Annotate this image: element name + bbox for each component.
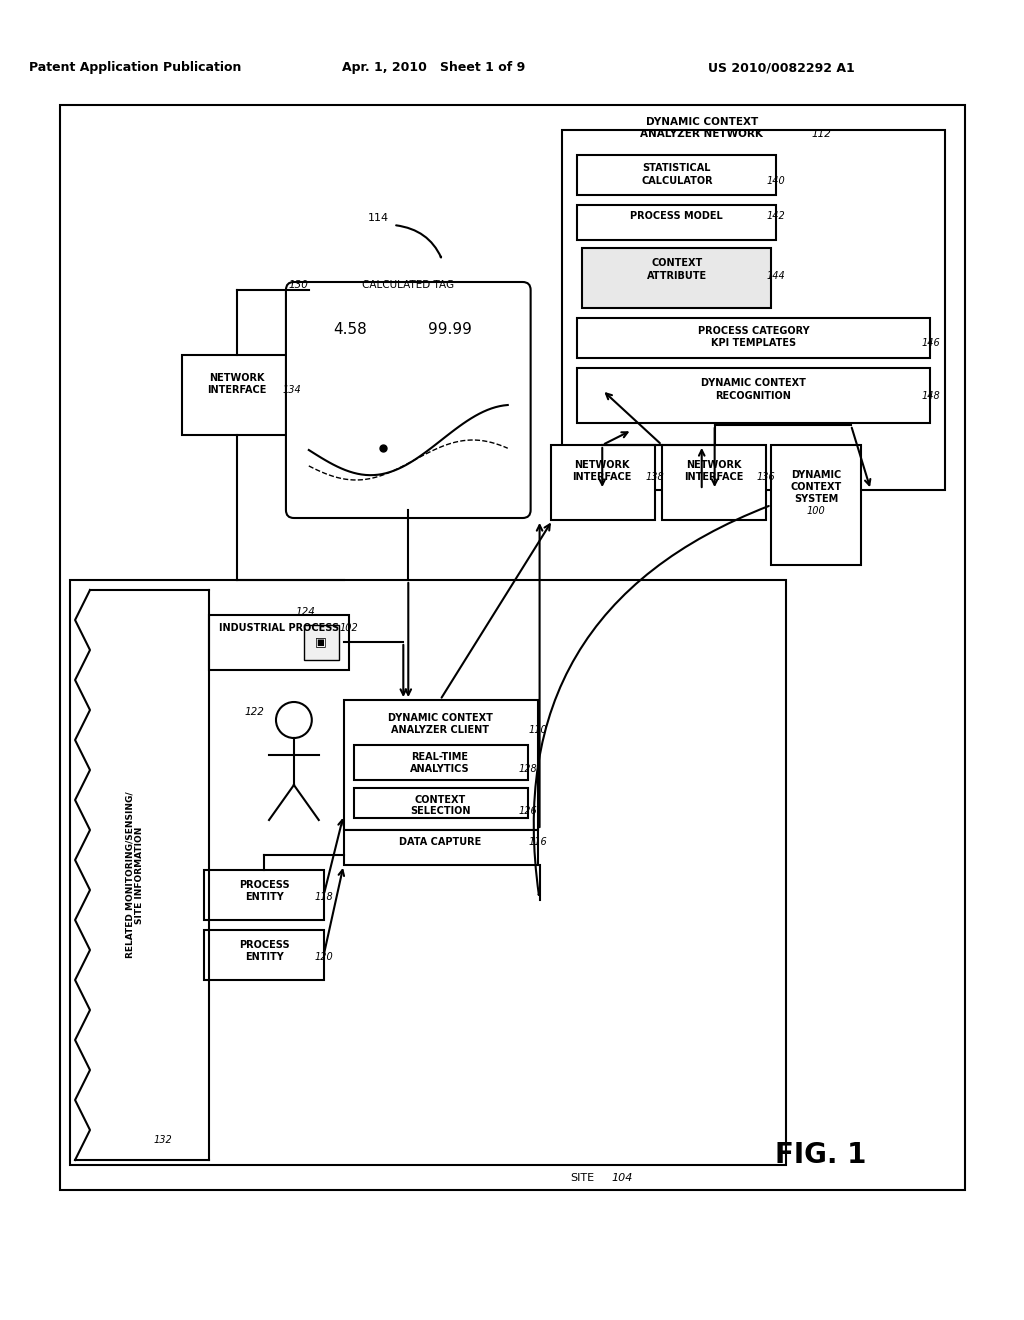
Text: 124: 124 (296, 607, 315, 616)
Text: 144: 144 (767, 271, 785, 281)
Text: 110: 110 (528, 725, 547, 735)
Text: 120: 120 (314, 952, 333, 962)
FancyBboxPatch shape (182, 355, 292, 436)
Text: 142: 142 (767, 211, 785, 220)
FancyBboxPatch shape (662, 445, 766, 520)
Text: REAL-TIME: REAL-TIME (412, 752, 469, 762)
FancyBboxPatch shape (578, 154, 776, 195)
FancyArrowPatch shape (396, 226, 441, 257)
FancyBboxPatch shape (562, 129, 945, 490)
Text: CONTEXT: CONTEXT (791, 482, 842, 492)
FancyBboxPatch shape (70, 579, 786, 1166)
Text: NETWORK: NETWORK (574, 459, 630, 470)
FancyBboxPatch shape (578, 368, 931, 422)
FancyBboxPatch shape (771, 445, 861, 565)
Text: ANALYZER NETWORK: ANALYZER NETWORK (640, 129, 763, 139)
Text: 116: 116 (528, 837, 547, 847)
Text: 136: 136 (757, 473, 776, 482)
Text: PROCESS: PROCESS (239, 880, 290, 890)
Text: 104: 104 (611, 1173, 633, 1183)
Text: CONTEXT: CONTEXT (415, 795, 466, 805)
Text: ATTRIBUTE: ATTRIBUTE (647, 271, 707, 281)
Text: CONTEXT: CONTEXT (651, 257, 702, 268)
FancyBboxPatch shape (205, 870, 324, 920)
Text: ANALYZER CLIENT: ANALYZER CLIENT (391, 725, 489, 735)
Text: PROCESS MODEL: PROCESS MODEL (631, 211, 723, 220)
FancyBboxPatch shape (583, 248, 771, 308)
Text: INTERFACE: INTERFACE (208, 385, 267, 395)
Text: 130: 130 (289, 280, 309, 290)
Text: 140: 140 (767, 176, 785, 186)
Text: 146: 146 (922, 338, 940, 348)
Text: ENTITY: ENTITY (245, 892, 284, 902)
Text: DATA CAPTURE: DATA CAPTURE (399, 837, 481, 847)
Text: DYNAMIC: DYNAMIC (791, 470, 842, 480)
Text: INTERFACE: INTERFACE (684, 473, 743, 482)
FancyBboxPatch shape (578, 205, 776, 240)
Text: 134: 134 (283, 385, 301, 395)
Text: US 2010/0082292 A1: US 2010/0082292 A1 (708, 62, 855, 74)
Text: RELATED MONITORING/SENSING/
SITE INFORMATION: RELATED MONITORING/SENSING/ SITE INFORMA… (125, 792, 144, 958)
Text: 112: 112 (811, 129, 831, 139)
Text: 100: 100 (807, 506, 825, 516)
Text: NETWORK: NETWORK (210, 374, 265, 383)
FancyBboxPatch shape (309, 310, 393, 350)
Text: 128: 128 (518, 764, 537, 774)
Text: DYNAMIC CONTEXT: DYNAMIC CONTEXT (701, 378, 806, 388)
Text: ENTITY: ENTITY (245, 952, 284, 962)
Text: SYSTEM: SYSTEM (794, 494, 839, 504)
Text: FIG. 1: FIG. 1 (775, 1140, 866, 1170)
Text: PROCESS CATEGORY: PROCESS CATEGORY (697, 326, 809, 337)
Text: 132: 132 (154, 1135, 172, 1144)
FancyBboxPatch shape (60, 106, 966, 1191)
Text: SELECTION: SELECTION (410, 807, 470, 816)
Text: CALCULATED TAG: CALCULATED TAG (362, 280, 455, 290)
Text: 118: 118 (314, 892, 333, 902)
Text: ▣: ▣ (314, 635, 327, 648)
Text: 138: 138 (645, 473, 665, 482)
Text: Apr. 1, 2010   Sheet 1 of 9: Apr. 1, 2010 Sheet 1 of 9 (342, 62, 524, 74)
Text: 102: 102 (339, 623, 358, 634)
FancyBboxPatch shape (398, 310, 503, 350)
Text: ANALYTICS: ANALYTICS (411, 764, 470, 774)
FancyBboxPatch shape (209, 615, 348, 671)
FancyBboxPatch shape (286, 282, 530, 517)
FancyBboxPatch shape (344, 700, 538, 830)
Text: RECOGNITION: RECOGNITION (716, 391, 792, 401)
Text: NETWORK: NETWORK (686, 459, 741, 470)
Text: INDUSTRIAL PROCESS: INDUSTRIAL PROCESS (219, 623, 339, 634)
FancyBboxPatch shape (205, 931, 324, 979)
Text: 99.99: 99.99 (428, 322, 472, 338)
Text: 148: 148 (922, 391, 940, 401)
Text: 126: 126 (518, 807, 537, 816)
Text: KPI TEMPLATES: KPI TEMPLATES (711, 338, 796, 348)
Text: 4.58: 4.58 (334, 322, 368, 338)
FancyBboxPatch shape (344, 830, 538, 865)
FancyBboxPatch shape (353, 788, 527, 818)
FancyBboxPatch shape (551, 445, 655, 520)
Text: DYNAMIC CONTEXT: DYNAMIC CONTEXT (645, 117, 758, 127)
Text: INTERFACE: INTERFACE (572, 473, 632, 482)
Text: CALCULATOR: CALCULATOR (641, 176, 713, 186)
FancyBboxPatch shape (578, 318, 931, 358)
Text: PROCESS: PROCESS (239, 940, 290, 950)
FancyArrowPatch shape (534, 506, 769, 895)
Text: 122: 122 (244, 708, 264, 717)
Text: SITE: SITE (570, 1173, 594, 1183)
FancyBboxPatch shape (304, 624, 339, 660)
Text: STATISTICAL: STATISTICAL (643, 162, 711, 173)
Text: Patent Application Publication: Patent Application Publication (29, 62, 241, 74)
FancyBboxPatch shape (353, 744, 527, 780)
Text: DYNAMIC CONTEXT: DYNAMIC CONTEXT (388, 713, 493, 723)
Text: 114: 114 (368, 213, 389, 223)
